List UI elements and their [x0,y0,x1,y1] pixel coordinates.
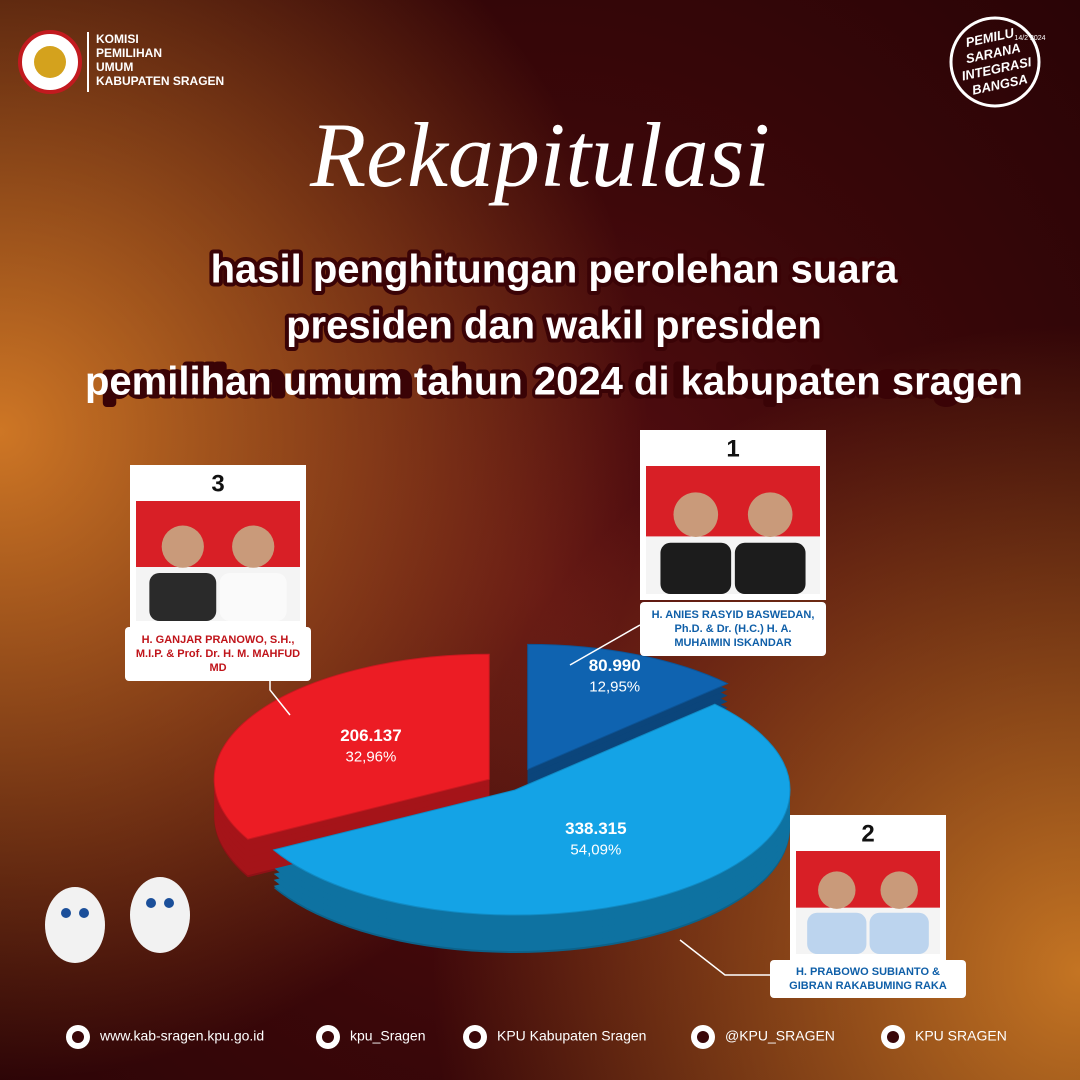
portrait-head [747,492,793,537]
candidate-name: H. PRABOWO SUBIANTO & GIBRAN RAKABUMING … [789,965,947,992]
logo-emblem [34,46,66,78]
org-line: KOMISI [96,32,139,46]
title: Rekapitulasi [309,104,770,206]
candidate-number: 3 [211,470,224,497]
name-box [640,602,826,656]
subtitle-line: pemilihan umum tahun 2024 di kabupaten s… [85,360,1023,404]
subtitle-line: hasil penghitungan perolehan suara [211,248,899,292]
portrait-body [807,912,867,954]
footer-link: KPU Kabupaten Sragen [497,1028,646,1044]
share-label: 32,96% [345,748,396,765]
portrait-head [673,492,719,537]
mascot-eye [61,908,71,918]
portrait-head [232,525,275,568]
social-icon-inner [322,1031,334,1043]
leader-line [269,681,291,716]
candidate-number: 2 [861,820,874,847]
portrait-head [161,525,204,568]
name-holder: H. ANIES RASYID BASWEDAN, Ph.D. & Dr. (H… [651,608,815,650]
footer-link: kpu_Sragen [350,1028,426,1044]
leader-line [569,624,641,666]
value-label: 80.990 [589,656,641,675]
share-label: 12,95% [589,679,640,696]
org-line: PEMILIHAN [96,46,162,60]
portrait-head [880,871,918,909]
name-box [125,627,311,681]
candidate-name: H. GANJAR PRANOWO, S.H., M.I.P. & Prof. … [135,633,301,675]
name-holder: H. PRABOWO SUBIANTO & GIBRAN RAKABUMING … [789,965,947,992]
portrait-head [818,871,856,909]
leader-line [679,939,770,976]
footer-link: KPU SRAGEN [915,1028,1007,1044]
footer-link: www.kab-sragen.kpu.go.id [99,1028,264,1044]
badge [949,16,1041,108]
candidate-cards: 1 H. ANIES RASYID BASWEDAN, Ph.D. & Dr. (… [45,430,966,998]
social-icon-inner [469,1031,481,1043]
candidate-name: H. ANIES RASYID BASWEDAN, Ph.D. & Dr. (H… [651,608,815,650]
portrait-body [219,573,287,621]
mascot [130,877,190,953]
subtitle-line-shadow: hasil penghitungan perolehan suara [211,248,899,292]
subtitle: hasil penghitungan perolehan suarahasil … [85,244,1023,408]
footer-link: @KPU_SRAGEN [725,1028,835,1044]
value-label: 338.315 [565,819,626,838]
portrait-body [734,542,806,594]
portrait-body [149,573,217,621]
slice [213,653,490,840]
subtitle-line-shadow: pemilihan umum tahun 2024 di kabupaten s… [104,360,1004,404]
social-icon-inner [72,1031,84,1043]
value-label: 206.137 [340,726,401,745]
org-line: UMUM [96,60,133,74]
pie: 80.990 12,95% 338.315 54,09% 206.137 32,96% [213,643,791,953]
footer: www.kab-sragen.kpu.go.id kpu_Sragen KPU Ka… [66,1025,1007,1049]
portrait-body [869,912,929,954]
slice [527,643,729,771]
portrait-body [660,542,732,594]
mascot [45,887,105,963]
subtitle-line: presiden dan wakil presiden [286,304,822,348]
name-holder: H. GANJAR PRANOWO, S.H., M.I.P. & Prof. … [135,633,301,675]
mascot-eye [79,908,89,918]
slice [272,703,791,916]
mascot-eye [164,898,174,908]
mascot-eye [146,898,156,908]
subtitle-line-shadow: presiden dan wakil presiden [286,304,822,348]
social-icon-inner [887,1031,899,1043]
social-icon-inner [697,1031,709,1043]
org-line: KABUPATEN SRAGEN [96,74,224,88]
badge-date: 14/2 2024 [1014,35,1045,42]
name-box [770,960,966,998]
candidate-number: 1 [726,435,739,462]
share-label: 54,09% [570,842,621,859]
